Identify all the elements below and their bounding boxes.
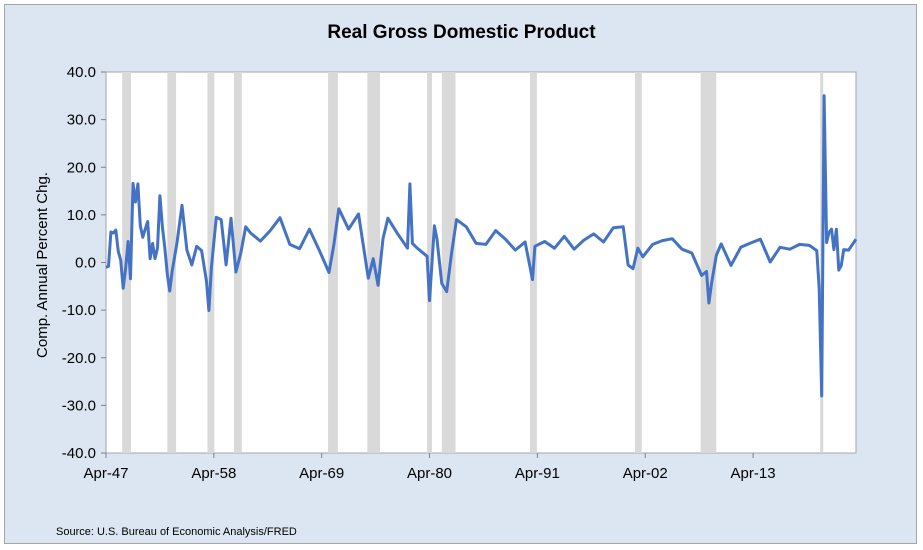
y-tick-label: -40.0: [62, 445, 96, 462]
x-axis: Apr-47 Apr-58 Apr-69 Apr-80 Apr-91 Apr-02 Apr-…: [83, 453, 776, 482]
y-tick-label: 20.0: [67, 159, 96, 176]
plot-area: [105, 71, 857, 454]
recession-band: [441, 72, 456, 453]
recession-band: [634, 72, 642, 453]
x-tick-label: Apr-91: [515, 465, 560, 482]
recession-band: [167, 72, 177, 453]
y-tick-label: 40.0: [67, 64, 96, 81]
x-tick-label: Apr-80: [407, 465, 452, 482]
y-tick-label: 10.0: [67, 207, 96, 224]
y-axis: 40.0 30.0 20.0 10.0 0.0 -10.0 -20.0 -30.0 -40.0: [62, 64, 106, 462]
y-tick-label: 0.0: [75, 255, 96, 272]
y-axis-label: Comp. Annual Percent Chg.: [34, 172, 51, 358]
series-line: [105, 94, 858, 398]
x-tick-label: Apr-13: [731, 465, 776, 482]
chart-title: Real Gross Domestic Product: [327, 22, 596, 43]
y-tick-label: 30.0: [67, 112, 96, 129]
y-tick-label: -10.0: [62, 302, 96, 319]
x-tick-label: Apr-69: [299, 465, 344, 482]
recession-band: [328, 72, 338, 453]
x-tick-label: Apr-02: [623, 465, 668, 482]
recession-band: [700, 72, 717, 453]
recession-band: [427, 72, 432, 453]
series-group: [105, 94, 858, 398]
source-note: Source: U.S. Bureau of Economic Analysis…: [56, 526, 297, 538]
x-tick-label: Apr-58: [191, 465, 236, 482]
x-tick-label: Apr-47: [83, 465, 128, 482]
y-tick-label: -20.0: [62, 350, 96, 367]
y-tick-label: -30.0: [62, 397, 96, 414]
